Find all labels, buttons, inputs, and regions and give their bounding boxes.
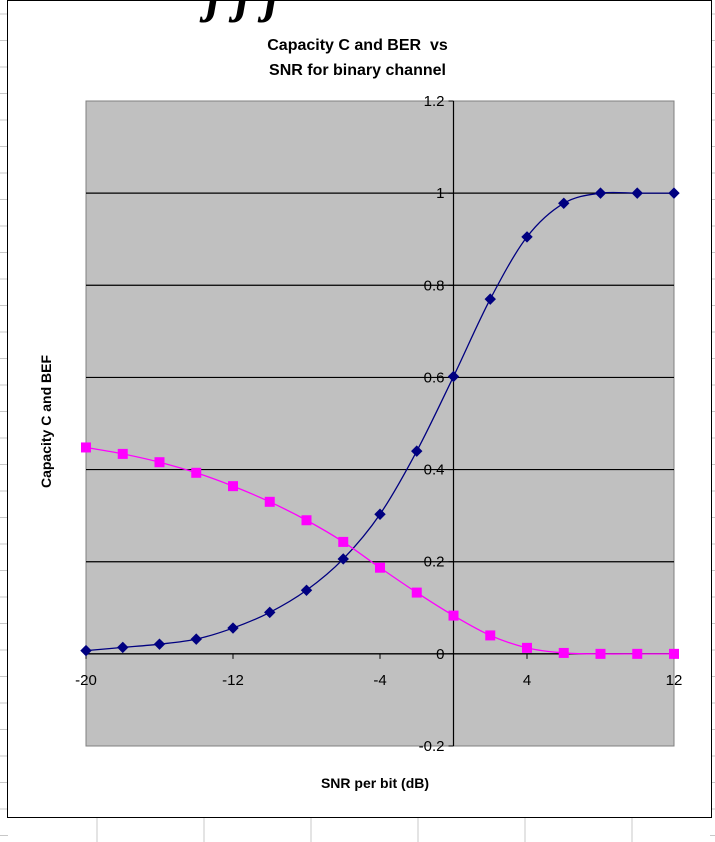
series-1-point: [264, 606, 276, 619]
x-tick-label: -4: [373, 672, 386, 689]
series-2-point: [228, 481, 238, 492]
series-2-point: [558, 647, 569, 658]
series-1-point: [190, 633, 202, 645]
series-1-point: [153, 638, 166, 650]
series-2-point: [485, 630, 496, 641]
series-1-point: [484, 293, 496, 305]
series-line-1: [85, 191, 674, 652]
series-1-point: [117, 641, 129, 654]
series-2-point: [117, 448, 128, 459]
tick-labels: -0.2 0 0.2 0.4 0.6 0.8 1 1.2 -20 -12 -4 4 12: [75, 93, 682, 755]
series-2-point: [375, 562, 385, 573]
y-tick-label: 0.4: [424, 462, 445, 479]
y-tick-label: 0.8: [424, 277, 445, 294]
y-tick-label: 1: [436, 185, 444, 202]
y-tick-label: 0.2: [424, 554, 445, 571]
y-axis-label: Capacity C and BEF: [38, 355, 54, 488]
chart-title-line-1: Capacity C and BER vs: [267, 37, 448, 54]
series-1-point: [80, 644, 92, 657]
series-2-point: [522, 642, 532, 653]
series-2-point: [338, 536, 349, 547]
plot-area[interactable]: [85, 100, 675, 747]
series-1-point: [447, 370, 460, 383]
series-2-point: [264, 496, 275, 507]
series-2-point: [595, 648, 606, 659]
series-2-point: [669, 648, 679, 659]
y-tick-label: 0.6: [424, 369, 445, 386]
series-2-point: [301, 515, 312, 526]
series-2-point: [81, 442, 91, 453]
x-tick-label: 4: [523, 672, 531, 689]
x-tick-label: -12: [222, 672, 244, 689]
series-1-point: [594, 187, 607, 199]
y-tick-label: -0.2: [419, 738, 445, 755]
x-axis-label: SNR per bit (dB): [321, 775, 429, 791]
y-tick-label: 0: [436, 646, 444, 663]
x-tick-label: -20: [75, 672, 97, 689]
series-1-point: [300, 584, 313, 596]
series-2-point: [632, 648, 643, 659]
series-1-point: [411, 445, 423, 457]
series-2-point: [191, 467, 202, 478]
x-tick-label: 12: [666, 672, 683, 689]
series-1-point: [337, 553, 349, 565]
series-1-point: [631, 187, 643, 199]
series-2-point: [448, 610, 459, 621]
chart-title-line-2: SNR for binary channel: [269, 62, 446, 79]
series-1-point: [521, 231, 533, 243]
y-tick-label: 1.2: [424, 93, 445, 110]
cropped-heading-fragment: ʃ ʃ ʃ: [206, 0, 281, 24]
series-1-point: [668, 187, 680, 199]
series-1-point: [227, 622, 239, 634]
series-1-point: [374, 508, 386, 520]
series-2-point: [154, 457, 165, 468]
series-1-point: [558, 197, 570, 209]
series-2-point: [411, 587, 422, 598]
series-markers: [80, 187, 680, 659]
